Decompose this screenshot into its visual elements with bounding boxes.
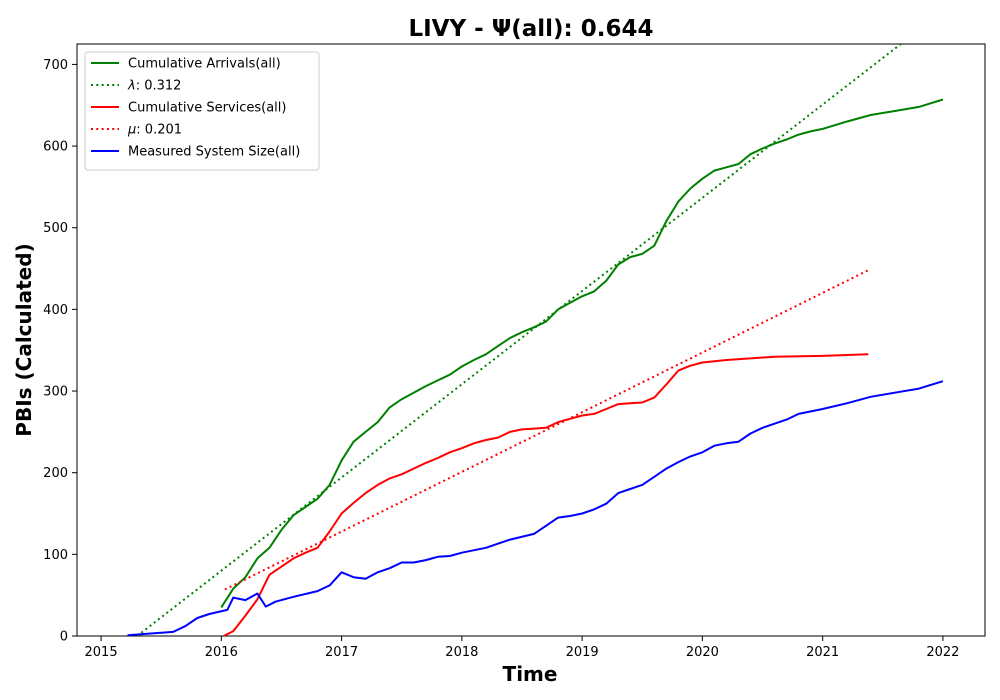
y-tick-label: 300: [43, 385, 68, 400]
x-axis: 2015 2016 2017 2018 2019 2020 2021 2022: [85, 636, 960, 660]
series-line-3: [225, 270, 868, 589]
y-tick-label: 0: [60, 630, 68, 645]
legend-label-2: Cumulative Services(all): [128, 101, 286, 116]
x-axis-title: Time: [503, 662, 558, 686]
x-tick-label: 2021: [806, 645, 839, 660]
y-tick-label: 700: [43, 58, 68, 73]
y-axis-title: PBIs (Calculated): [12, 243, 36, 436]
y-tick-label: 400: [43, 303, 68, 318]
x-tick-label: 2020: [686, 645, 719, 660]
y-axis: 0 100 200 300 400 500 600 700: [43, 58, 77, 645]
x-tick-label: 2019: [566, 645, 599, 660]
x-tick-label: 2017: [325, 645, 358, 660]
x-tick-label: 2015: [85, 645, 118, 660]
y-tick-label: 500: [43, 221, 68, 236]
series-line-4: [128, 381, 943, 635]
legend-label-0: Cumulative Arrivals(all): [128, 57, 281, 72]
legend-label-3: μ: 0.201: [127, 123, 182, 138]
legend-label-1: λ: 0.312: [127, 79, 181, 94]
legend: Cumulative Arrivals(all) λ: 0.312 Cumulati…: [85, 52, 319, 170]
chart-title: LIVY - Ψ(all): 0.644: [408, 16, 653, 42]
legend-label-4: Measured System Size(all): [128, 145, 300, 160]
y-tick-label: 200: [43, 466, 68, 481]
x-tick-label: 2016: [205, 645, 238, 660]
y-tick-label: 100: [43, 548, 68, 563]
x-tick-label: 2018: [445, 645, 478, 660]
x-tick-label: 2022: [926, 645, 959, 660]
y-tick-label: 600: [43, 140, 68, 155]
